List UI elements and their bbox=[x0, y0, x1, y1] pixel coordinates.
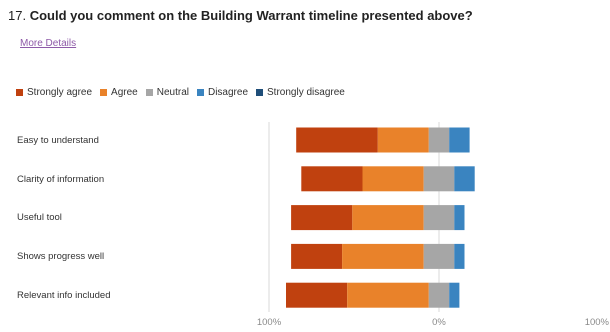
legend-label-strongly-disagree: Strongly disagree bbox=[267, 87, 345, 98]
legend-label-neutral: Neutral bbox=[156, 87, 189, 98]
row-label-relevant-info-included: Relevant info included bbox=[17, 290, 111, 301]
bar-segment-easy-to-understand-disagree bbox=[449, 127, 470, 153]
bar-segment-relevant-info-included-neutral bbox=[428, 282, 450, 308]
more-details-link[interactable]: More Details bbox=[20, 38, 77, 49]
legend-swatch-strongly-agree bbox=[16, 89, 23, 96]
question-title: 17. Could you comment on the Building Wa… bbox=[8, 8, 473, 23]
legend-item-strongly-agree: Strongly agree bbox=[16, 87, 92, 98]
chart-legend: Strongly agree Agree Neutral Disagree St… bbox=[16, 87, 353, 98]
legend-item-neutral: Neutral bbox=[145, 87, 189, 98]
bar-segment-clarity-of-information-disagree bbox=[454, 166, 475, 192]
legend-swatch-neutral bbox=[145, 89, 153, 96]
question-number: 17. bbox=[8, 8, 27, 23]
bar-segment-relevant-info-included-agree bbox=[347, 282, 429, 308]
legend-swatch-agree bbox=[100, 89, 108, 96]
bar-segment-useful-tool-neutral bbox=[423, 205, 455, 231]
bar-segment-easy-to-understand-neutral bbox=[428, 127, 450, 153]
bar-segment-shows-progress-well-strongly-agree bbox=[291, 243, 343, 269]
legend-swatch-disagree bbox=[196, 89, 204, 96]
bar-segment-easy-to-understand-agree bbox=[377, 127, 429, 153]
bar-segment-shows-progress-well-agree bbox=[342, 243, 424, 269]
bar-segment-easy-to-understand-strongly-agree bbox=[296, 127, 378, 153]
bar-segment-useful-tool-strongly-agree bbox=[291, 205, 353, 231]
row-label-easy-to-understand: Easy to understand bbox=[17, 135, 99, 146]
bar-segment-shows-progress-well-neutral bbox=[423, 243, 455, 269]
legend-swatch-strongly-disagree bbox=[256, 89, 264, 96]
legend-label-strongly-agree: Strongly agree bbox=[27, 87, 93, 98]
legend-label-agree: Agree bbox=[111, 87, 138, 98]
row-label-useful-tool: Useful tool bbox=[17, 212, 62, 223]
bar-segment-relevant-info-included-strongly-agree bbox=[286, 282, 348, 308]
axis-tick-right-100: 100% bbox=[585, 317, 610, 328]
bar-segment-useful-tool-agree bbox=[352, 205, 424, 231]
bar-segment-relevant-info-included-disagree bbox=[449, 282, 460, 308]
row-label-shows-progress-well: Shows progress well bbox=[17, 251, 105, 262]
bar-segment-clarity-of-information-agree bbox=[362, 166, 424, 192]
bar-segment-useful-tool-disagree bbox=[454, 205, 465, 231]
bar-segment-clarity-of-information-neutral bbox=[423, 166, 455, 192]
bar-segment-clarity-of-information-strongly-agree bbox=[301, 166, 363, 192]
legend-item-disagree: Disagree bbox=[196, 87, 249, 98]
bar-segment-shows-progress-well-disagree bbox=[454, 243, 465, 269]
legend-item-agree: Agree bbox=[100, 87, 138, 98]
legend-label-disagree: Disagree bbox=[207, 87, 249, 98]
axis-tick-zero: 0% bbox=[432, 317, 446, 328]
legend-item-strongly-disagree: Strongly disagree bbox=[256, 87, 345, 98]
row-label-clarity-of-information: Clarity of information bbox=[17, 174, 105, 185]
axis-tick-left-100: 100% bbox=[257, 317, 282, 328]
question-text: Could you comment on the Building Warran… bbox=[29, 8, 473, 23]
